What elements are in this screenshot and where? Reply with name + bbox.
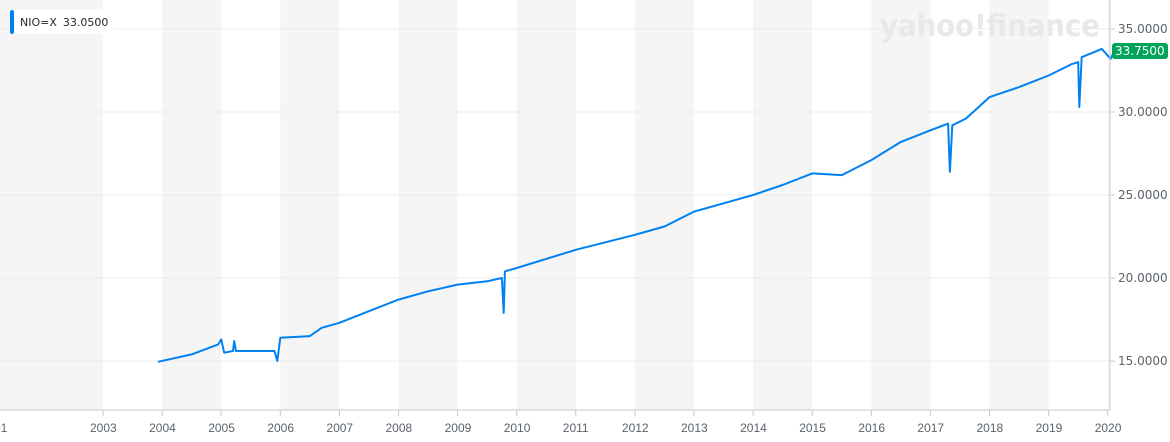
x-tick-label: 2012 (622, 421, 649, 435)
legend-swatch (10, 10, 14, 34)
x-tick-label: 2004 (149, 421, 176, 435)
x-tick-label: 2014 (740, 421, 767, 435)
legend[interactable]: NIO=X 33.0500 (10, 10, 115, 34)
year-bands (0, 0, 1110, 410)
x-tick-label: 2015 (799, 421, 826, 435)
y-tick-label: 20.0000 (1118, 271, 1168, 285)
y-tick-label: 15.0000 (1118, 354, 1168, 368)
y-axis-ticks: 15.0000 20.0000 25.0000 30.0000 35.0000 (1110, 22, 1168, 368)
x-tick-label: 2019 (1036, 421, 1063, 435)
x-tick-label: 2007 (326, 421, 353, 435)
year-band (1107, 0, 1110, 410)
x-axis-ticks: 01 2003 2004 2005 2006 2007 2008 2009 2010 2011 20… (0, 410, 1122, 435)
year-band (398, 0, 458, 410)
legend-symbol: NIO=X (20, 15, 57, 29)
x-tick-label: 2020 (1095, 421, 1122, 435)
year-band (0, 0, 103, 410)
x-tick-label: 2005 (208, 421, 235, 435)
x-tick-label: 2008 (386, 421, 413, 435)
y-tick-label: 35.0000 (1118, 22, 1168, 36)
series-line (157, 47, 1116, 363)
x-tick-label: 2011 (563, 421, 589, 435)
x-tick-label: 2003 (90, 421, 117, 435)
x-tick-label: 2016 (858, 421, 885, 435)
gridlines (0, 28, 1110, 362)
y-tick-label: 25.0000 (1118, 188, 1168, 202)
year-band (634, 0, 694, 410)
year-band (989, 0, 1049, 410)
x-tick-label: 01 (0, 421, 8, 435)
x-tick-label: 2009 (445, 421, 472, 435)
x-tick-label: 2010 (504, 421, 531, 435)
year-band (871, 0, 931, 410)
year-band (753, 0, 813, 410)
x-tick-label: 2017 (917, 421, 944, 435)
legend-value: 33.0500 (62, 15, 109, 29)
last-price-label: 33.7500 (1112, 43, 1168, 59)
x-tick-label: 2018 (977, 421, 1004, 435)
year-band (516, 0, 576, 410)
year-band (280, 0, 340, 410)
yahoo-finance-watermark: yahoo!finance (880, 9, 1100, 44)
x-tick-label: 2013 (681, 421, 708, 435)
year-band (162, 0, 222, 410)
x-tick-label: 2006 (267, 421, 294, 435)
y-tick-label: 30.0000 (1118, 105, 1168, 119)
